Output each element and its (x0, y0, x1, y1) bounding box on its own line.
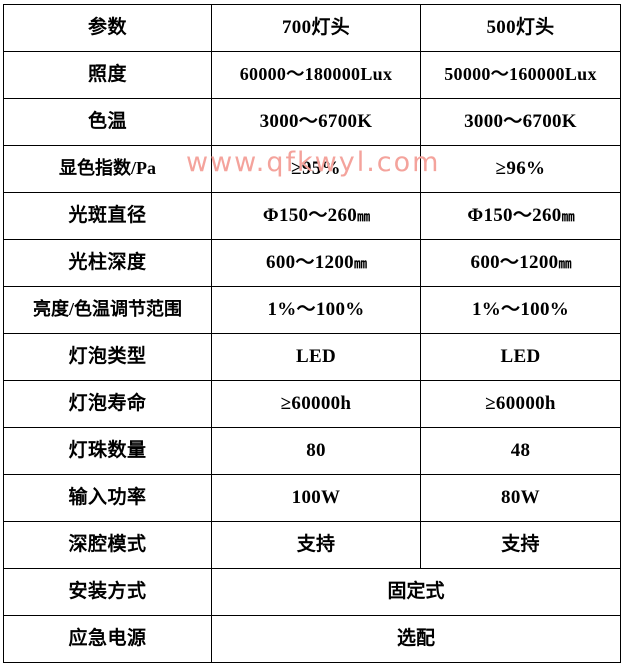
table-row: 亮度/色温调节范围 1%～100% 1%～100% (3, 286, 621, 334)
table-cell-merged-value: 固定式 (211, 568, 621, 616)
specification-table: 参数 700灯头 500灯头 照度 60000～180000Lux 50000～16000… (3, 4, 621, 663)
table-cell-value-1: Φ150～260㎜ (211, 192, 421, 240)
table-cell-value-2: 3000～6700K (420, 98, 621, 146)
table-row: 光柱深度 600～1200㎜ 600～1200㎜ (3, 239, 621, 287)
table-cell-param: 亮度/色温调节范围 (3, 286, 212, 334)
table-cell-value-2: 48 (420, 427, 621, 475)
table-cell-value-2: ≥96% (420, 145, 621, 193)
table-row: 显色指数/Pa ≥95% ≥96% (3, 145, 621, 193)
table-cell-param: 光柱深度 (3, 239, 212, 287)
table-cell-value-1: LED (211, 333, 421, 381)
table-cell-param: 照度 (3, 51, 212, 99)
table-cell-value-1: 1%～100% (211, 286, 421, 334)
table-cell-value-1: 60000～180000Lux (211, 51, 421, 99)
table-row: 应急电源 选配 (3, 615, 621, 663)
table-cell-param: 灯珠数量 (3, 427, 212, 475)
table-cell-param: 显色指数/Pa (3, 145, 212, 193)
table-cell-param: 输入功率 (3, 474, 212, 522)
table-cell-merged-value: 选配 (211, 615, 621, 663)
table-cell-value-2: Φ150～260㎜ (420, 192, 621, 240)
table-cell-value-1: 支持 (211, 521, 421, 569)
table-cell-param: 灯泡类型 (3, 333, 212, 381)
table-cell-value-2: 50000～160000Lux (420, 51, 621, 99)
table-body: 参数 700灯头 500灯头 照度 60000～180000Lux 50000～16000… (3, 4, 621, 663)
table-row: 色温 3000～6700K 3000～6700K (3, 98, 621, 146)
table-cell-param: 深腔模式 (3, 521, 212, 569)
table-header-value-1: 700灯头 (211, 4, 421, 52)
table-row: 光斑直径 Φ150～260㎜ Φ150～260㎜ (3, 192, 621, 240)
table-cell-value-1: 80 (211, 427, 421, 475)
table-header-param: 参数 (3, 4, 212, 52)
table-cell-param: 色温 (3, 98, 212, 146)
table-cell-value-2: LED (420, 333, 621, 381)
table-cell-value-1: ≥60000h (211, 380, 421, 428)
table-cell-param: 灯泡寿命 (3, 380, 212, 428)
table-cell-value-2: 1%～100% (420, 286, 621, 334)
table-row: 灯泡寿命 ≥60000h ≥60000h (3, 380, 621, 428)
table-cell-param: 光斑直径 (3, 192, 212, 240)
table-row: 深腔模式 支持 支持 (3, 521, 621, 569)
table-cell-value-1: ≥95% (211, 145, 421, 193)
table-cell-value-1: 600～1200㎜ (211, 239, 421, 287)
table-cell-value-1: 100W (211, 474, 421, 522)
table-cell-value-2: 80W (420, 474, 621, 522)
table-row: 安装方式 固定式 (3, 568, 621, 616)
table-cell-param: 安装方式 (3, 568, 212, 616)
table-row: 照度 60000～180000Lux 50000～160000Lux (3, 51, 621, 99)
table-row: 灯泡类型 LED LED (3, 333, 621, 381)
table-row: 输入功率 100W 80W (3, 474, 621, 522)
table-cell-param: 应急电源 (3, 615, 212, 663)
table-cell-value-1: 3000～6700K (211, 98, 421, 146)
table-cell-value-2: ≥60000h (420, 380, 621, 428)
table-row: 参数 700灯头 500灯头 (3, 4, 621, 52)
table-cell-value-2: 600～1200㎜ (420, 239, 621, 287)
table-header-value-2: 500灯头 (420, 4, 621, 52)
table-cell-value-2: 支持 (420, 521, 621, 569)
table-row: 灯珠数量 80 48 (3, 427, 621, 475)
